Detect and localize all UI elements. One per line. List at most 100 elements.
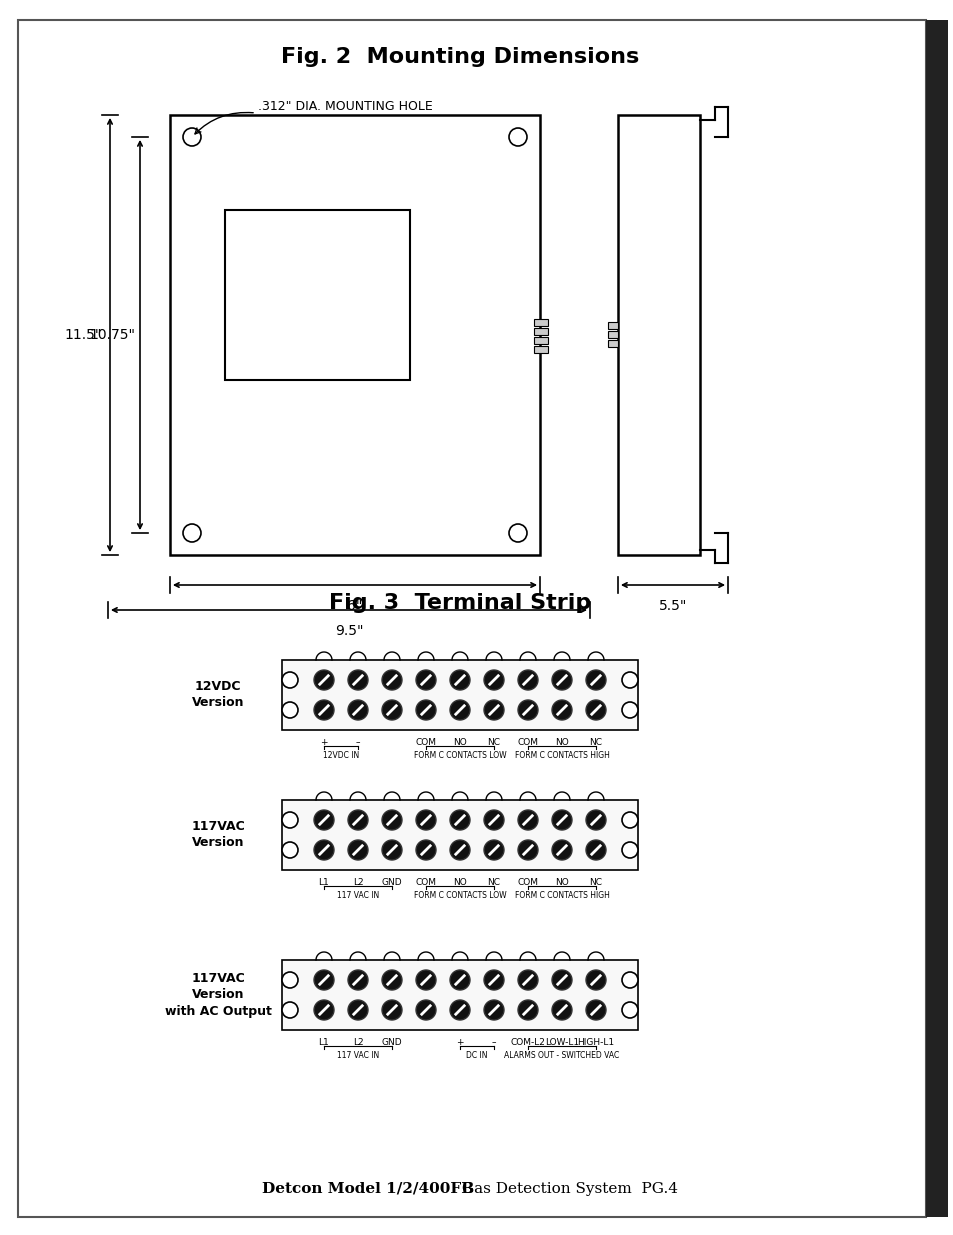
- Bar: [607, 331, 618, 338]
- Text: HIGH-L1: HIGH-L1: [577, 1037, 614, 1047]
- Circle shape: [483, 671, 503, 690]
- Text: 10.75": 10.75": [89, 329, 135, 342]
- Circle shape: [314, 969, 334, 990]
- Bar: [607, 322, 618, 329]
- Circle shape: [621, 972, 638, 988]
- Text: COM: COM: [517, 739, 537, 747]
- Circle shape: [585, 1000, 605, 1020]
- Circle shape: [517, 671, 537, 690]
- Bar: [534, 346, 547, 353]
- Circle shape: [416, 671, 436, 690]
- Bar: [282, 659, 638, 730]
- Circle shape: [483, 810, 503, 830]
- Circle shape: [585, 671, 605, 690]
- Text: COM: COM: [517, 878, 537, 887]
- Circle shape: [282, 842, 297, 858]
- Text: NC: NC: [589, 878, 602, 887]
- Text: LOW-L1: LOW-L1: [544, 1037, 578, 1047]
- Circle shape: [517, 810, 537, 830]
- Circle shape: [314, 840, 334, 860]
- Text: 11.5": 11.5": [65, 329, 102, 342]
- Circle shape: [348, 969, 368, 990]
- Text: NO: NO: [453, 739, 466, 747]
- Circle shape: [314, 1000, 334, 1020]
- Circle shape: [517, 700, 537, 720]
- Circle shape: [450, 671, 470, 690]
- Text: L1: L1: [318, 878, 329, 887]
- Circle shape: [552, 671, 572, 690]
- Circle shape: [282, 811, 297, 827]
- Circle shape: [552, 700, 572, 720]
- Circle shape: [585, 969, 605, 990]
- Text: L2: L2: [353, 1037, 363, 1047]
- Circle shape: [483, 840, 503, 860]
- Bar: [925, 20, 947, 1216]
- Circle shape: [585, 700, 605, 720]
- Text: 12VDC
Version: 12VDC Version: [192, 680, 244, 709]
- Circle shape: [450, 1000, 470, 1020]
- Circle shape: [381, 840, 401, 860]
- Text: GND: GND: [381, 1037, 402, 1047]
- Circle shape: [621, 842, 638, 858]
- Text: NO: NO: [555, 739, 568, 747]
- Text: 117VAC
Version: 117VAC Version: [191, 820, 245, 850]
- Circle shape: [483, 969, 503, 990]
- Circle shape: [282, 701, 297, 718]
- Circle shape: [552, 969, 572, 990]
- Circle shape: [381, 700, 401, 720]
- Text: COM-L2: COM-L2: [510, 1037, 545, 1047]
- Text: Fig. 3  Terminal Strip: Fig. 3 Terminal Strip: [329, 593, 591, 613]
- Text: .312" DIA. MOUNTING HOLE: .312" DIA. MOUNTING HOLE: [257, 100, 433, 114]
- Circle shape: [381, 969, 401, 990]
- Circle shape: [517, 969, 537, 990]
- Text: FORM C CONTACTS LOW: FORM C CONTACTS LOW: [414, 890, 506, 900]
- Text: +: +: [456, 1037, 463, 1047]
- Text: –: –: [491, 1037, 496, 1047]
- Circle shape: [348, 671, 368, 690]
- Text: 12VDC IN: 12VDC IN: [322, 751, 358, 760]
- Circle shape: [381, 810, 401, 830]
- Bar: [618, 115, 700, 555]
- Circle shape: [416, 700, 436, 720]
- Text: ALARMS OUT - SWITCHED VAC: ALARMS OUT - SWITCHED VAC: [504, 1051, 619, 1060]
- Circle shape: [450, 969, 470, 990]
- Circle shape: [517, 840, 537, 860]
- Text: 117 VAC IN: 117 VAC IN: [336, 1051, 378, 1060]
- Text: FORM C CONTACTS HIGH: FORM C CONTACTS HIGH: [514, 751, 609, 760]
- Circle shape: [314, 810, 334, 830]
- Circle shape: [314, 671, 334, 690]
- Circle shape: [416, 1000, 436, 1020]
- Bar: [534, 329, 547, 335]
- Text: L1: L1: [318, 1037, 329, 1047]
- Text: L2: L2: [353, 878, 363, 887]
- Text: FORM C CONTACTS LOW: FORM C CONTACTS LOW: [414, 751, 506, 760]
- Circle shape: [416, 840, 436, 860]
- Circle shape: [552, 810, 572, 830]
- Text: 117 VAC IN: 117 VAC IN: [336, 890, 378, 900]
- Circle shape: [552, 1000, 572, 1020]
- Text: 5.5": 5.5": [659, 599, 686, 613]
- Circle shape: [282, 672, 297, 688]
- Text: 117VAC
Version
with AC Output: 117VAC Version with AC Output: [164, 972, 272, 1018]
- Circle shape: [282, 972, 297, 988]
- Text: COM: COM: [416, 739, 436, 747]
- Circle shape: [483, 700, 503, 720]
- Circle shape: [450, 810, 470, 830]
- Text: COM: COM: [416, 878, 436, 887]
- Text: 9.5": 9.5": [335, 624, 363, 638]
- Circle shape: [282, 1002, 297, 1018]
- Circle shape: [381, 1000, 401, 1020]
- Circle shape: [621, 701, 638, 718]
- Text: GND: GND: [381, 878, 402, 887]
- Circle shape: [314, 700, 334, 720]
- Circle shape: [348, 1000, 368, 1020]
- Circle shape: [348, 700, 368, 720]
- Circle shape: [483, 1000, 503, 1020]
- Text: Gas Detection System  PG.4: Gas Detection System PG.4: [456, 1182, 678, 1195]
- Circle shape: [450, 840, 470, 860]
- Circle shape: [585, 810, 605, 830]
- Circle shape: [621, 672, 638, 688]
- Text: NC: NC: [487, 739, 500, 747]
- Circle shape: [381, 671, 401, 690]
- Bar: [282, 960, 638, 1030]
